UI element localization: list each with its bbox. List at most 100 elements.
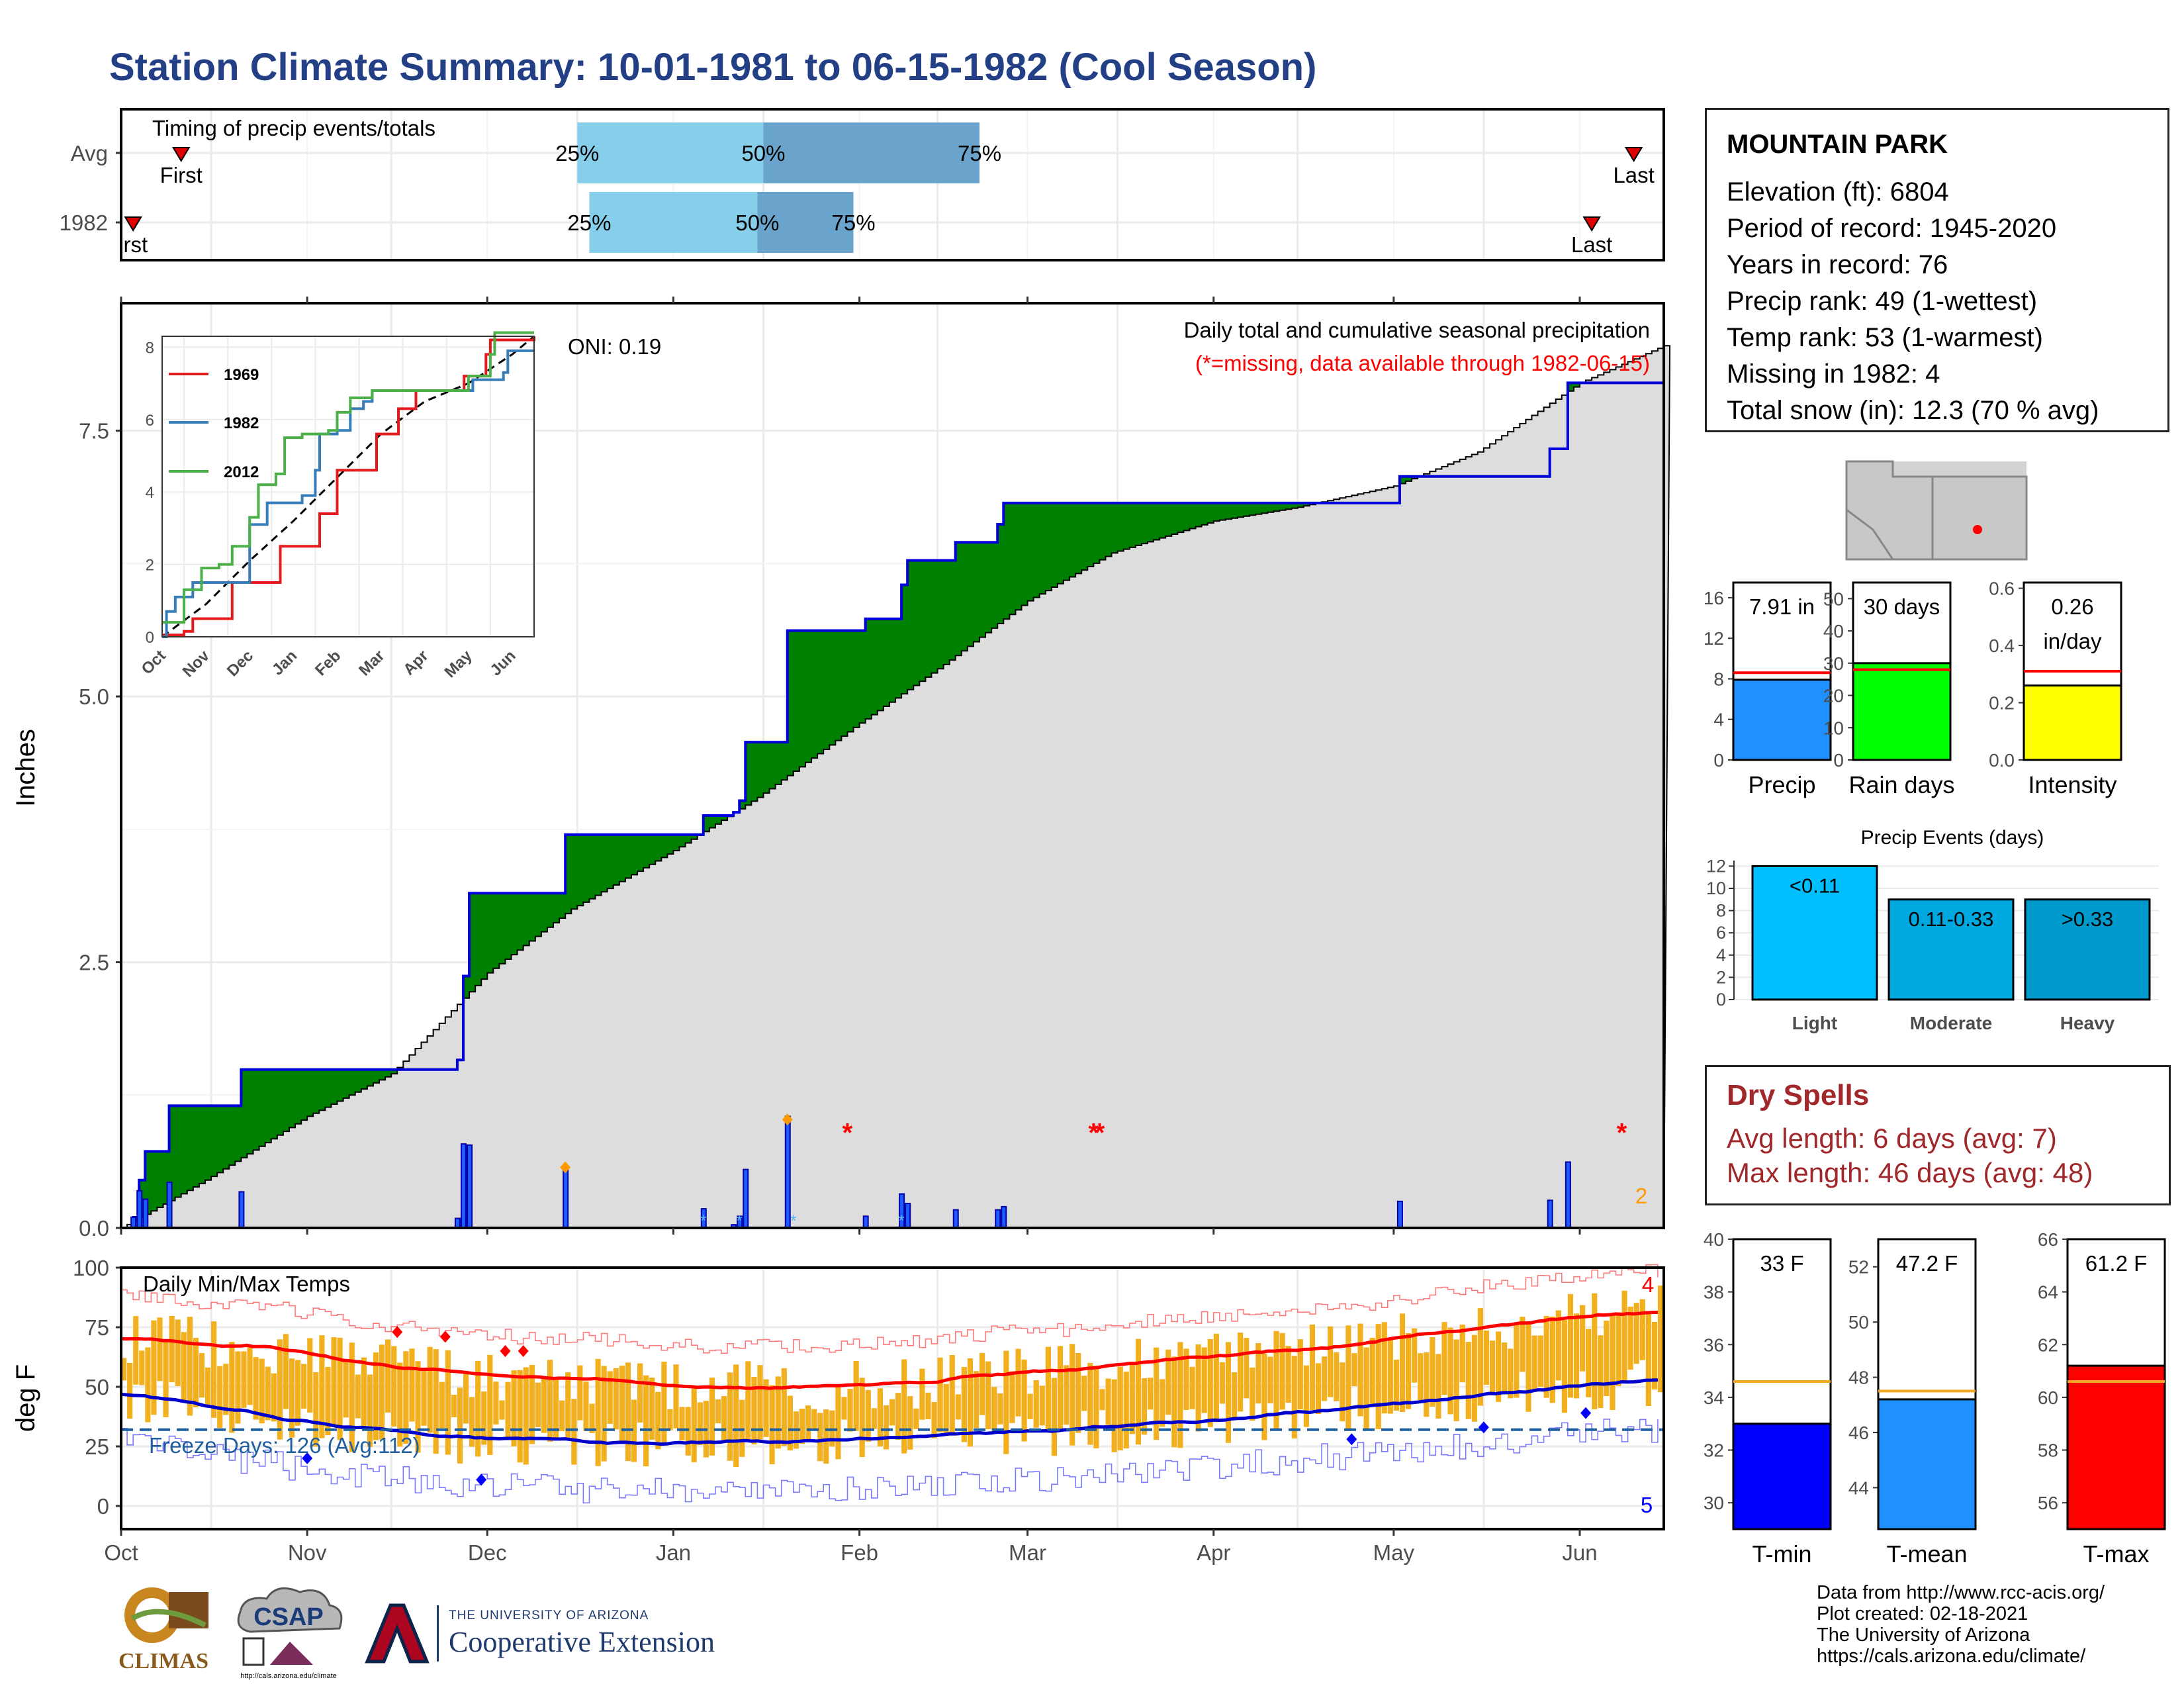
station-info-box: MOUNTAIN PARK Elevation (ft): 6804 Perio… bbox=[1705, 108, 2169, 432]
record-low-marker bbox=[302, 1452, 313, 1464]
precip-departure-fill bbox=[295, 1069, 302, 1124]
daily-temp-range-bar bbox=[121, 1358, 127, 1381]
precip-departure-fill bbox=[211, 1105, 218, 1177]
daily-temp-range-bar bbox=[253, 1357, 259, 1420]
daily-temp-range-bar bbox=[271, 1373, 277, 1422]
precip-departure-fill bbox=[511, 893, 518, 955]
precip-departure-fill bbox=[1201, 502, 1208, 525]
events-y-tick-label: 4 bbox=[1716, 945, 1726, 965]
precip-departure-fill bbox=[1303, 502, 1310, 506]
daily-temp-range-bar bbox=[1435, 1354, 1441, 1419]
inset-legend-label: 2012 bbox=[224, 463, 259, 481]
precip-total-value-bar bbox=[1732, 679, 1832, 761]
daily-temp-range-bar bbox=[151, 1320, 157, 1415]
precip-departure-fill bbox=[643, 834, 650, 868]
daily-temp-range-bar bbox=[1447, 1327, 1453, 1415]
daily-temp-range-bar bbox=[583, 1381, 589, 1432]
precip-departure-fill bbox=[937, 560, 944, 669]
daily-temp-range-bar bbox=[1165, 1349, 1171, 1415]
snow-marker: * bbox=[737, 1212, 743, 1230]
ua-logo-graphic bbox=[365, 1603, 430, 1664]
csap-logo-text: CSAP bbox=[253, 1603, 324, 1631]
daily-temp-range-bar bbox=[1057, 1346, 1064, 1429]
daily-temp-range-bar bbox=[523, 1367, 529, 1465]
daily-temp-range-bar bbox=[1183, 1348, 1189, 1411]
events-y-tick-label: 8 bbox=[1716, 901, 1726, 921]
last-label: Last bbox=[1571, 232, 1612, 257]
precip-departure-fill bbox=[229, 1105, 236, 1166]
observed-cumulative-line bbox=[121, 381, 1664, 1229]
daily-temp-range-bar bbox=[1105, 1378, 1111, 1425]
x-tick-label: Jun bbox=[1562, 1540, 1597, 1565]
temp-title: Daily Min/Max Temps bbox=[143, 1272, 350, 1296]
daily-temp-range-bar bbox=[1514, 1324, 1520, 1398]
precip-departure-fill bbox=[361, 1069, 368, 1090]
daily-temp-range-bar bbox=[1063, 1365, 1069, 1425]
daily-temp-range-bar bbox=[145, 1347, 151, 1423]
precip-departure-fill bbox=[1165, 502, 1172, 536]
precip-departure-fill bbox=[373, 1069, 380, 1083]
precip-departure-fill bbox=[853, 630, 860, 727]
precip-departure-fill bbox=[1123, 502, 1130, 549]
daily-temp-range-bar bbox=[1508, 1348, 1514, 1399]
intensity-y-tick-label: 0.2 bbox=[1989, 693, 2015, 714]
intensity-value-label-2: in/day bbox=[2043, 629, 2102, 653]
daily-temp-range-bar bbox=[1381, 1322, 1387, 1414]
precip-departure-fill bbox=[1015, 502, 1023, 610]
precip-departure-fill bbox=[607, 834, 614, 889]
daily-temp-range-bar bbox=[1627, 1306, 1633, 1370]
precip-departure-fill bbox=[1238, 502, 1244, 518]
temp-min-y-tick-label: 32 bbox=[1704, 1440, 1724, 1461]
record-high-marker bbox=[518, 1345, 529, 1357]
daily-precip-bar bbox=[952, 1209, 959, 1229]
daily-temp-range-bar bbox=[1273, 1331, 1279, 1431]
daily-temp-range-bar bbox=[1250, 1367, 1255, 1421]
daily-temp-range-bar bbox=[217, 1366, 223, 1429]
precip-departure-fill bbox=[1279, 502, 1287, 510]
daily-temp-range-bar bbox=[1441, 1322, 1447, 1395]
temp-y-tick-label: 75 bbox=[85, 1315, 109, 1340]
record-high-marker bbox=[500, 1345, 511, 1357]
daily-temp-range-bar bbox=[1075, 1352, 1081, 1433]
precip-departure-fill bbox=[1285, 502, 1293, 510]
station-temp-rank: Temp rank: 53 (1-warmest) bbox=[1727, 323, 2043, 352]
daily-temp-range-bar bbox=[1154, 1347, 1160, 1440]
precip-departure-fill bbox=[499, 893, 506, 964]
timing-label-25: 25% bbox=[555, 141, 599, 165]
daily-precip-bar bbox=[136, 1190, 143, 1229]
precip-departure-fill bbox=[529, 893, 536, 941]
daily-temp-range-bar bbox=[847, 1389, 853, 1432]
precip-departure-fill bbox=[1129, 502, 1136, 547]
footer-university: The University of Arizona bbox=[1817, 1624, 2030, 1646]
station-elevation: Elevation (ft): 6804 bbox=[1727, 177, 1949, 207]
precip-departure-fill bbox=[355, 1069, 362, 1092]
events-category-label: Light bbox=[1792, 1013, 1837, 1033]
daily-temp-range-bar bbox=[337, 1337, 343, 1440]
footer-plot-created: Plot created: 02-18-2021 bbox=[1817, 1603, 2028, 1624]
precip-departure-fill bbox=[955, 542, 962, 656]
precip-departure-fill bbox=[667, 834, 674, 855]
precip-departure-fill bbox=[217, 1105, 224, 1173]
daily-temp-range-bar bbox=[439, 1382, 445, 1429]
daily-temp-range-bar bbox=[349, 1342, 355, 1452]
inset-legend-label: 1982 bbox=[224, 414, 259, 432]
daily-temp-range-bar bbox=[727, 1372, 733, 1461]
record-low-marker bbox=[1580, 1407, 1592, 1419]
precip-departure-fill bbox=[967, 542, 974, 647]
daily-temp-range-bar bbox=[1555, 1310, 1561, 1381]
precip-departure-fill bbox=[1567, 383, 1574, 391]
precip-departure-fill bbox=[583, 834, 590, 902]
precip-departure-fill bbox=[517, 893, 524, 951]
daily-temp-range-bar bbox=[841, 1397, 847, 1420]
precip-departure-fill bbox=[319, 1069, 326, 1111]
precip-title: Daily total and cumulative seasonal prec… bbox=[1184, 318, 1650, 342]
daily-temp-range-bar bbox=[1297, 1339, 1303, 1410]
daily-temp-range-bar bbox=[277, 1339, 283, 1440]
timing-label-50: 50% bbox=[741, 141, 785, 165]
precip-departure-fill bbox=[601, 834, 608, 892]
daily-temp-range-bar bbox=[529, 1364, 535, 1444]
daily-temp-range-bar bbox=[1537, 1335, 1543, 1387]
daily-temp-range-bar bbox=[1465, 1342, 1471, 1419]
daily-temp-range-bar bbox=[781, 1368, 787, 1446]
